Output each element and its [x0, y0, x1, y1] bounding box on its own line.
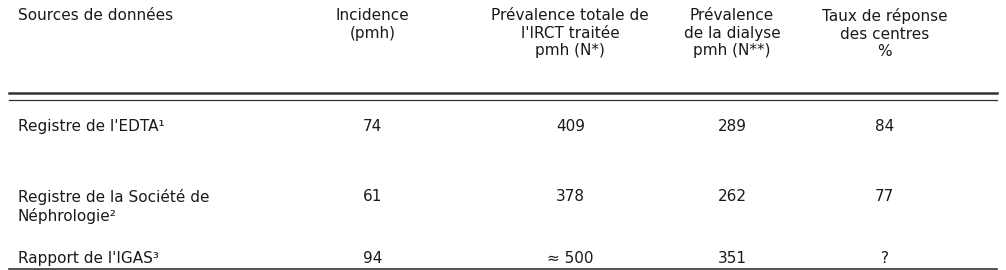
- Text: Registre de la Société de
Néphrologie²: Registre de la Société de Néphrologie²: [18, 189, 209, 224]
- Text: Rapport de l'IGAS³: Rapport de l'IGAS³: [18, 251, 159, 266]
- Text: Prévalence
de la dialyse
pmh (N**): Prévalence de la dialyse pmh (N**): [684, 8, 781, 58]
- Text: Sources de données: Sources de données: [18, 8, 173, 23]
- Text: Prévalence totale de
l'IRCT traitée
pmh (N*): Prévalence totale de l'IRCT traitée pmh …: [492, 8, 649, 58]
- Text: Registre de l'EDTA¹: Registre de l'EDTA¹: [18, 119, 165, 134]
- Text: Taux de réponse
des centres
%: Taux de réponse des centres %: [822, 8, 948, 59]
- Text: 289: 289: [717, 119, 746, 134]
- Text: 351: 351: [717, 251, 746, 266]
- Text: ?: ?: [880, 251, 888, 266]
- Text: 74: 74: [363, 119, 382, 134]
- Text: 262: 262: [717, 189, 746, 204]
- Text: 409: 409: [556, 119, 584, 134]
- Text: 84: 84: [875, 119, 894, 134]
- Text: 94: 94: [363, 251, 382, 266]
- Text: 378: 378: [556, 189, 584, 204]
- Text: Incidence
(pmh): Incidence (pmh): [336, 8, 409, 40]
- Text: 61: 61: [363, 189, 382, 204]
- Text: ≈ 500: ≈ 500: [547, 251, 594, 266]
- Text: 77: 77: [875, 189, 894, 204]
